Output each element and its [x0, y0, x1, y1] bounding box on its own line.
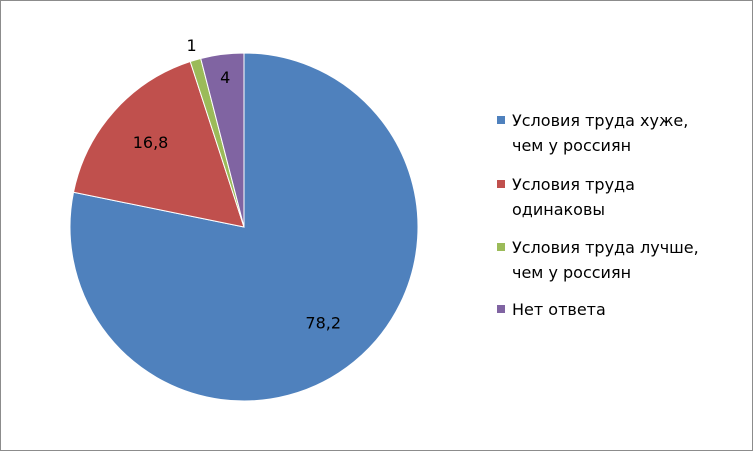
data-label: 78,2	[305, 314, 341, 333]
legend-swatch	[497, 243, 505, 251]
legend-item: Условия труда хуже, чем у россиян	[497, 108, 712, 158]
pie-slice	[200, 52, 245, 228]
legend-item: Условия труда лучше, чем у россиян	[497, 235, 712, 285]
legend-label: Условия труда хуже, чем у россиян	[512, 111, 689, 155]
data-label: 16,8	[133, 133, 169, 152]
legend-label: Нет ответа	[512, 300, 606, 319]
pie-slice	[72, 60, 245, 228]
data-label: 4	[220, 68, 230, 87]
legend-swatch	[497, 305, 505, 313]
legend-item: Нет ответа	[497, 297, 712, 322]
data-label: 1	[186, 36, 196, 55]
legend-label: Условия труда одинаковы	[512, 175, 635, 219]
legend-label: Условия труда лучше, чем у россиян	[512, 238, 699, 282]
legend-swatch	[497, 180, 505, 188]
legend-item: Условия труда одинаковы	[497, 172, 712, 222]
legend-swatch	[497, 116, 505, 124]
